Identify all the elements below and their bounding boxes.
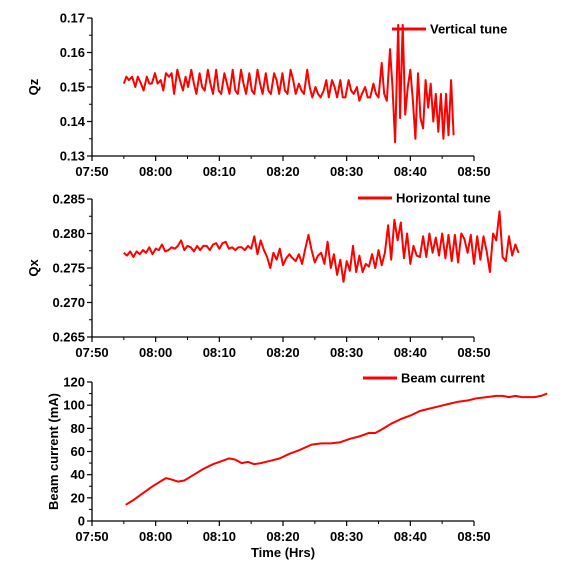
x-tick-label: 08:50 bbox=[457, 164, 490, 179]
y-tick-label: 80 bbox=[71, 421, 85, 436]
x-tick-label: 08:00 bbox=[139, 345, 172, 360]
x-tick-label: 08:10 bbox=[203, 529, 236, 544]
x-tick-label: 08:20 bbox=[266, 529, 299, 544]
y-tick-label: 0 bbox=[78, 514, 85, 529]
y-tick-label: 0.280 bbox=[52, 226, 85, 241]
y-axis-title: Qx bbox=[26, 259, 41, 277]
y-tick-label: 0.265 bbox=[52, 330, 85, 345]
x-axis-title: Time (Hrs) bbox=[251, 545, 315, 560]
y-tick-label: 0.16 bbox=[60, 45, 85, 60]
y-tick-label: 120 bbox=[63, 375, 85, 390]
x-tick-label: 08:10 bbox=[203, 164, 236, 179]
series-line-beam-current bbox=[125, 392, 548, 506]
x-tick-label: 08:50 bbox=[457, 529, 490, 544]
x-tick-label: 08:00 bbox=[139, 529, 172, 544]
x-tick-label: 08:30 bbox=[330, 529, 363, 544]
chart-panel-2: 07:50 08:00 08:10 08:20 08:30 08:40 08:50 0.265… bbox=[26, 191, 520, 360]
x-tick-label: 08:50 bbox=[457, 345, 490, 360]
x-tick-label: 08:30 bbox=[330, 164, 363, 179]
y-tick-label: 0.17 bbox=[60, 11, 85, 26]
chart-panel-1: 07:50 08:00 08:10 08:20 08:30 08:40 08:50 0.13 0… bbox=[26, 11, 507, 180]
y-tick-label: 60 bbox=[71, 444, 85, 459]
legend-label: Vertical tune bbox=[430, 22, 507, 37]
x-tick-label: 08:40 bbox=[394, 529, 427, 544]
series-line-vertical-tune bbox=[122, 23, 455, 144]
series-line-horizontal-tune bbox=[123, 210, 520, 283]
y-tick-label: 0.270 bbox=[52, 295, 85, 310]
legend-label: Horizontal tune bbox=[396, 191, 491, 206]
x-tick-label: 08:20 bbox=[266, 164, 299, 179]
x-tick-label: 08:40 bbox=[394, 164, 427, 179]
y-axis-title: Beam current (mA) bbox=[46, 393, 61, 510]
legend-label: Beam current bbox=[401, 371, 485, 386]
x-tick-label: 07:50 bbox=[75, 529, 108, 544]
y-tick-label: 0.15 bbox=[60, 80, 85, 95]
x-tick-label: 08:00 bbox=[139, 164, 172, 179]
y-tick-label: 20 bbox=[71, 490, 85, 505]
y-tick-label: 40 bbox=[71, 467, 85, 482]
y-tick-label: 0.285 bbox=[52, 192, 85, 207]
x-tick-label: 07:50 bbox=[75, 164, 108, 179]
y-tick-label: 0.13 bbox=[60, 149, 85, 164]
x-tick-label: 08:40 bbox=[394, 345, 427, 360]
y-tick-label: 100 bbox=[63, 398, 85, 413]
x-tick-label: 08:30 bbox=[330, 345, 363, 360]
y-tick-label: 0.14 bbox=[60, 114, 86, 129]
y-axis-title: Qz bbox=[26, 78, 41, 95]
x-tick-label: 08:20 bbox=[266, 345, 299, 360]
x-tick-label: 08:10 bbox=[203, 345, 236, 360]
chart-panel-3: 07:50 08:00 08:10 08:20 08:30 08:40 08:50 0 20 40… bbox=[46, 371, 548, 560]
x-tick-label: 07:50 bbox=[75, 345, 108, 360]
y-tick-label: 0.275 bbox=[52, 261, 85, 276]
